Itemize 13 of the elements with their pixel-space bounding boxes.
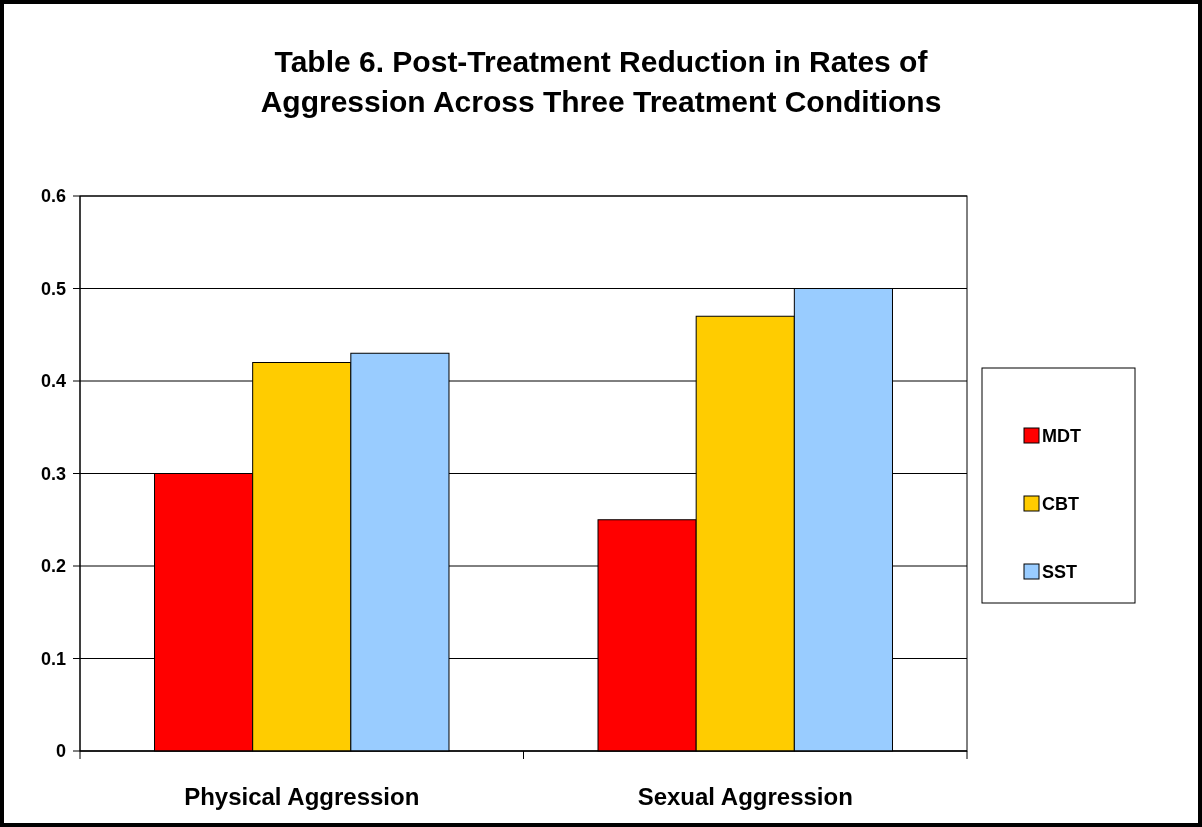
y-tick-label: 0.5 [40, 278, 66, 299]
y-tick-label: 0 [55, 741, 66, 761]
x-tick-label: Physical Aggression [184, 783, 420, 810]
y-tick-label: 0.6 [40, 186, 66, 206]
x-tick-label: Sexual Aggression [637, 783, 853, 810]
chart-title: Table 6. Post-Treatment Reduction in Rates of Aggression Across Three Treatment Conditions [260, 45, 942, 118]
y-tick-label: 0.2 [40, 556, 66, 576]
legend-label: SST [1042, 562, 1078, 582]
legend-label: MDT [1042, 426, 1081, 446]
y-tick-label: 0.1 [40, 648, 66, 669]
y-tick-label: 0.3 [40, 463, 66, 484]
y-tick-label: 0.4 [40, 371, 66, 391]
legend-label: CBT [1042, 494, 1079, 514]
